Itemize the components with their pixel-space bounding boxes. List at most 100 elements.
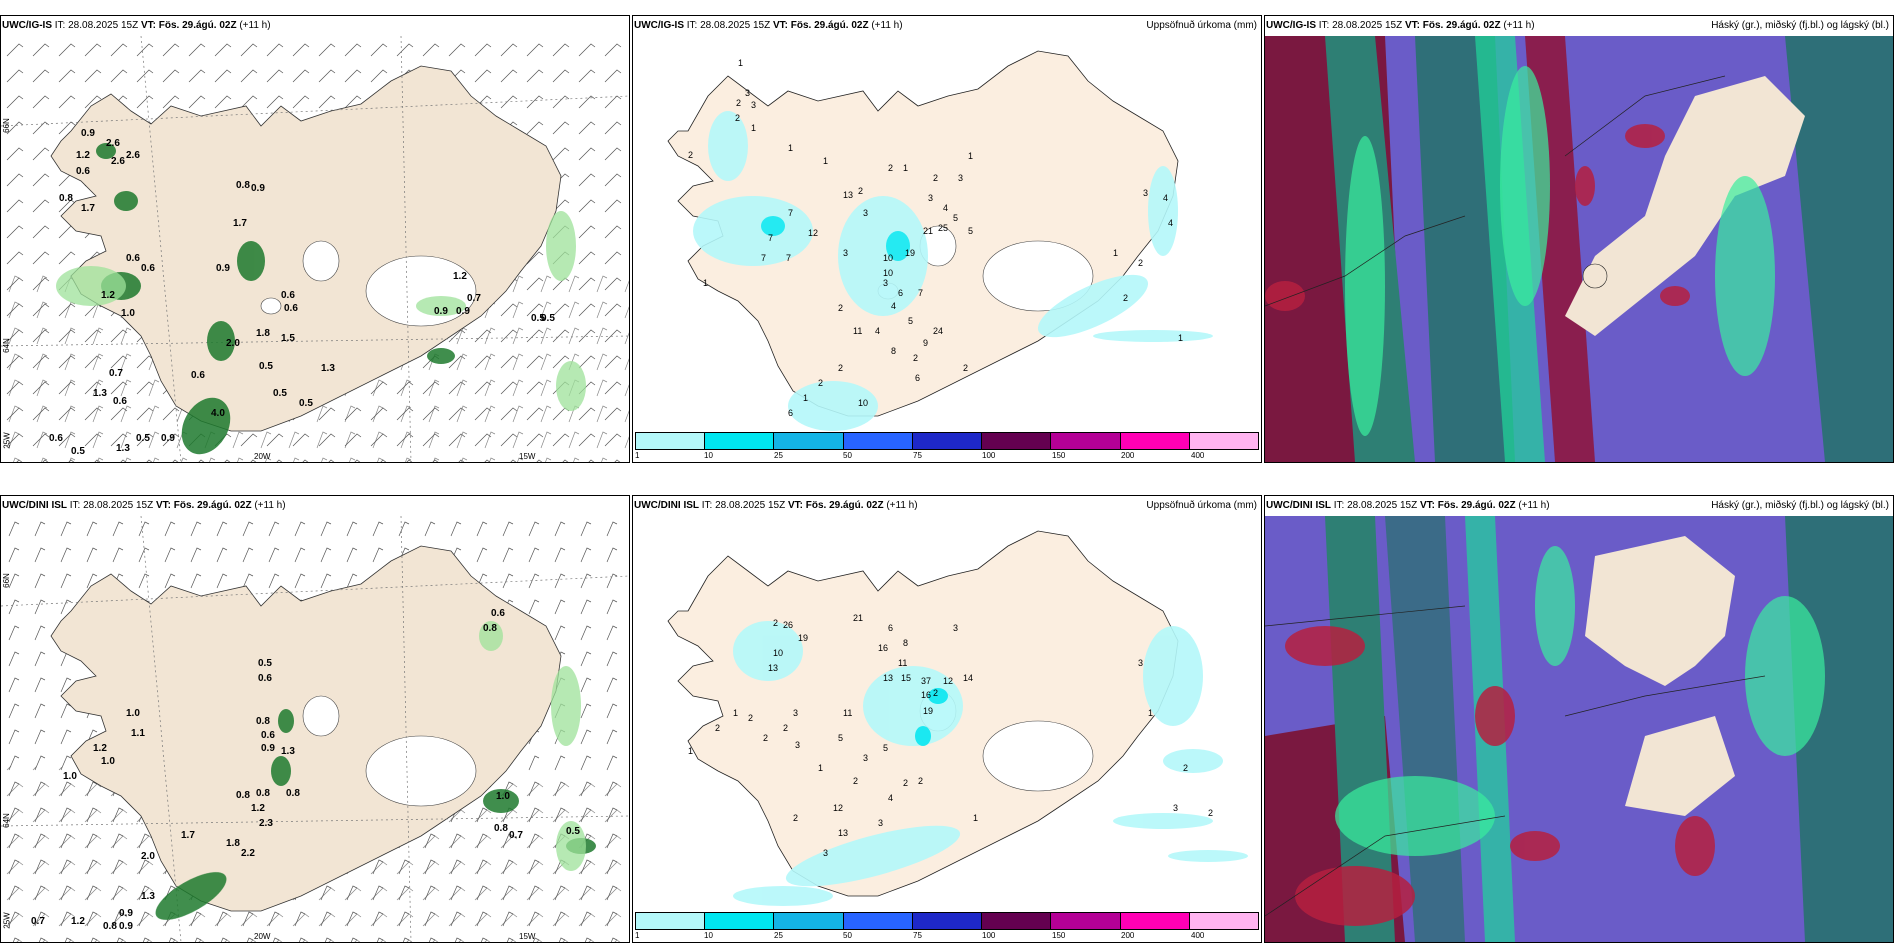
precip-label: 1.2: [101, 290, 115, 301]
precip-label: 0.9: [216, 263, 230, 274]
accum-label: 2: [736, 98, 741, 108]
iceland-cloud-map: [1265, 36, 1893, 462]
accum-label: 2: [1123, 293, 1128, 303]
panel-header: UWC/DINI ISL IT: 28.08.2025 15Z VT: Fös.…: [1, 496, 629, 516]
lat-label: 25W: [2, 432, 12, 449]
accum-label: 3: [953, 623, 958, 633]
accum-label: 2: [963, 363, 968, 373]
accum-label: 7: [768, 233, 773, 243]
precip-label: 1.3: [93, 388, 107, 399]
precip-label: 1.0: [126, 708, 140, 719]
precip-label: 0.8: [483, 623, 497, 634]
vt-value: Fös. 29.ágú. 02Z: [158, 20, 237, 31]
lat-label: 64N: [1, 338, 11, 353]
model-name: UWC/DINI ISL: [2, 500, 67, 511]
vt-label: VT:: [1419, 500, 1435, 511]
precip-label: 1.0: [496, 791, 510, 802]
precip-label: 0.6: [126, 253, 140, 264]
accum-label: 1: [751, 123, 756, 133]
precip-label: 0.8: [236, 180, 250, 191]
vt-value: Fös. 29.ágú. 02Z: [1437, 500, 1516, 511]
precip-label: 0.5: [71, 446, 85, 457]
colorbar-tick: 150: [1052, 451, 1066, 460]
map-panel-wind-precip-ig: UWC/IG-IS IT: 28.08.2025 15Z VT: Fös. 29…: [0, 15, 630, 463]
accum-label: 10: [883, 268, 893, 278]
colorbar-swatch: [982, 433, 1052, 449]
accum-label: 1: [818, 763, 823, 773]
colorbar-swatch: [982, 913, 1052, 929]
precip-label: 0.8: [256, 716, 270, 727]
colorbar-tick: 25: [774, 451, 783, 460]
accum-label: 2: [688, 150, 693, 160]
precip-label: 0.8: [236, 790, 250, 801]
model-name: UWC/IG-IS: [2, 20, 52, 31]
accum-label: 1: [788, 143, 793, 153]
precip-label: 0.8: [59, 193, 73, 204]
precip-label: 0.6: [261, 730, 275, 741]
accum-label: 8: [903, 638, 908, 648]
precip-label: 0.8: [103, 921, 117, 932]
accum-label: 11: [843, 708, 852, 718]
accum-label: 11: [898, 658, 907, 668]
colorbar-swatch: [1051, 433, 1121, 449]
accum-label: 21: [923, 226, 933, 236]
vt-label: VT:: [140, 20, 156, 31]
accum-label: 3: [1143, 188, 1148, 198]
accum-label: 3: [823, 848, 828, 858]
iceland-cloud-map: [1265, 516, 1893, 942]
precip-label: 0.8: [286, 788, 300, 799]
precip-label: 0.5: [299, 398, 313, 409]
precip-label: 1.5: [281, 333, 295, 344]
accum-label: 2: [748, 713, 753, 723]
accum-label: 2: [933, 688, 938, 698]
precip-label: 0.7: [467, 293, 481, 304]
precip-label: 0.9: [261, 743, 275, 754]
colorbar-tick: 1: [635, 931, 640, 940]
accum-label: 3: [745, 88, 750, 98]
accum-label: 4: [888, 793, 893, 803]
precip-label: 1.2: [71, 916, 85, 927]
accum-label: 7: [788, 208, 793, 218]
it-value: 28.08.2025 15Z: [700, 20, 771, 31]
lead-time: (+11 h): [1503, 20, 1535, 31]
model-name: UWC/IG-IS: [1266, 20, 1316, 31]
accum-label: 19: [798, 633, 808, 643]
vt-value: Fös. 29.ágú. 02Z: [1422, 20, 1501, 31]
map-panel-wind-precip-dini: UWC/DINI ISL IT: 28.08.2025 15Z VT: Fös.…: [0, 495, 630, 943]
accum-label: 6: [898, 288, 903, 298]
panel-header: UWC/DINI ISL IT: 28.08.2025 15Z VT: Fös.…: [1265, 496, 1893, 516]
accum-value-labels: 2 26 19 21 10 13 6 8 3 16 11 13 15 37 12…: [688, 613, 1213, 858]
precip-label: 1.0: [63, 771, 77, 782]
colorbar-tick: 1: [635, 451, 640, 460]
model-name: UWC/IG-IS: [634, 20, 684, 31]
precip-value-labels: 0.9 2.6 1.2 2.6 0.6 2.6 0.8 0.8 1.7 1.7 …: [49, 128, 555, 457]
accum-label: 1: [1113, 248, 1118, 258]
it-value: 28.08.2025 15Z: [1332, 20, 1403, 31]
precip-label: 0.6: [141, 263, 155, 274]
accum-label: 2: [853, 776, 858, 786]
colorbar-tick: 100: [982, 451, 996, 460]
accum-label: 13: [768, 663, 778, 673]
precip-label: 0.7: [509, 830, 523, 841]
accum-label: 11: [853, 326, 862, 336]
accum-label: 2: [793, 813, 798, 823]
colorbar-tick: 400: [1191, 931, 1205, 940]
precip-label: 0.6: [113, 396, 127, 407]
accum-label: 2: [1208, 808, 1213, 818]
colorbar-tick: 50: [843, 931, 852, 940]
precip-label: 0.9: [119, 921, 133, 932]
colorbar-tick: 10: [704, 451, 713, 460]
map-panel-accum-dini: UWC/DINI ISL IT: 28.08.2025 15Z VT: Fös.…: [632, 495, 1262, 943]
it-label: IT:: [69, 500, 81, 511]
accum-label: 13: [843, 190, 853, 200]
precip-label: 1.2: [453, 271, 467, 282]
precip-label: 0.6: [191, 370, 205, 381]
lon-label: 20W: [254, 452, 271, 461]
precip-label: 1.3: [141, 891, 155, 902]
lat-label: 66N: [1, 573, 11, 588]
precip-label: 2.2: [241, 848, 255, 859]
panel-header: UWC/IG-IS IT: 28.08.2025 15Z VT: Fös. 29…: [1265, 16, 1893, 36]
accum-label: 1: [688, 746, 693, 756]
accum-label: 3: [751, 100, 756, 110]
accum-label: 2: [838, 303, 843, 313]
